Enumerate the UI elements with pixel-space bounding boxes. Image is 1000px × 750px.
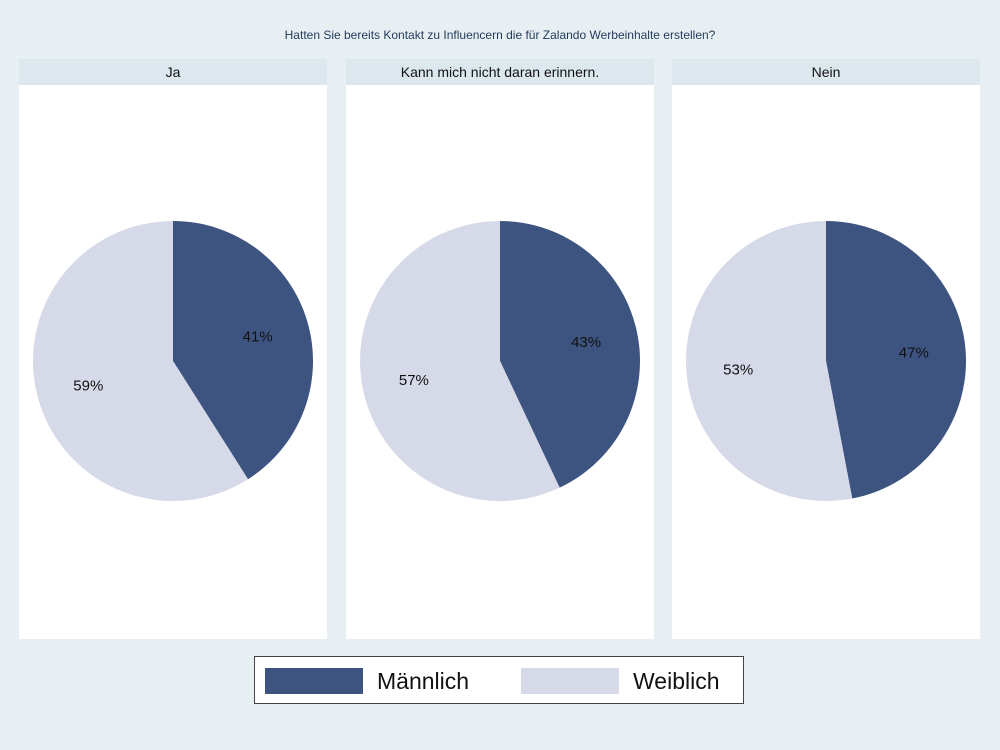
legend-swatch-maennlich [265, 668, 363, 694]
legend-label-weiblich: Weiblich [633, 668, 720, 694]
panel-header: Kann mich nicht daran erinnern. [346, 59, 654, 85]
slice-label-weiblich: 59% [73, 378, 103, 395]
legend-swatch-weiblich [521, 668, 619, 694]
pie-chart-kann-mich-nicht-erinnern: 43% 57% [360, 220, 641, 501]
pie-chart-ja: 41% 59% [33, 221, 314, 501]
slice-label-weiblich: 57% [399, 372, 429, 389]
pie-slice-weiblich [360, 221, 560, 501]
pie-slice-weiblich [33, 221, 249, 501]
panel-kann-mich-nicht-erinnern: Kann mich nicht daran erinnern. 43% 57% [346, 59, 654, 639]
chart-title: Hatten Sie bereits Kontakt zu Influencer… [284, 28, 716, 42]
legend: Männlich Weiblich [254, 656, 744, 704]
panel-header: Ja [19, 59, 327, 85]
legend-label-maennlich: Männlich [377, 668, 470, 694]
panel-ja: Ja 41% 59% [19, 59, 327, 639]
pie-slice-maennlich [500, 220, 641, 488]
pie-chart-nein: 47% 53% [685, 221, 966, 501]
slice-label-weiblich: 53% [723, 361, 753, 378]
pie-slice-maennlich [173, 221, 314, 480]
slice-label-maennlich: 43% [571, 334, 601, 351]
panel-header: Nein [672, 59, 980, 85]
slice-label-maennlich: 41% [243, 328, 273, 345]
pie-slice-maennlich [826, 221, 966, 499]
panel-nein: Nein 47% 53% [672, 59, 980, 639]
pie-slice-weiblich [685, 221, 853, 501]
slice-label-maennlich: 47% [899, 345, 929, 362]
